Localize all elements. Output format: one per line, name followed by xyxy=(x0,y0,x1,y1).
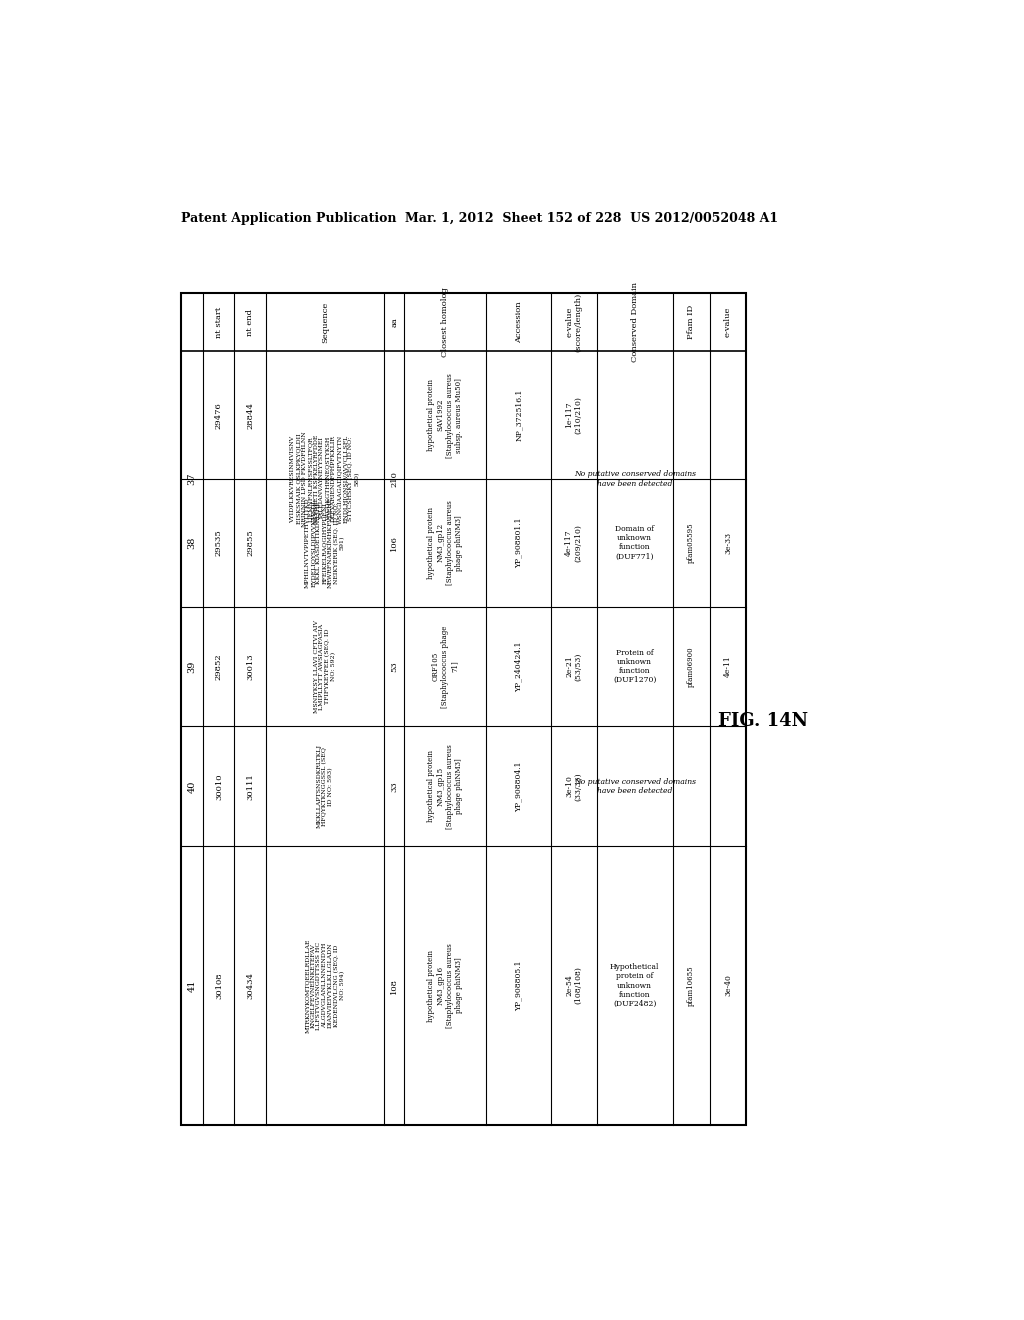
Text: MPHILNVTVPIPETHVLITKD
EYDELIQYSLDIPVVNMSDL
KKKL KIASDETIKDRLJHP
RFEIKELRAQGIHYPD: MPHILNVTVPIPETHVLITKD EYDELIQYSLDIPVVNMS… xyxy=(305,498,345,589)
Text: Pfam ID: Pfam ID xyxy=(687,305,695,339)
Text: 29476: 29476 xyxy=(215,401,223,429)
Text: nt start: nt start xyxy=(215,306,223,338)
Text: 41: 41 xyxy=(187,979,197,991)
Text: 30108: 30108 xyxy=(215,973,223,999)
Text: 33: 33 xyxy=(390,781,398,792)
Text: aa: aa xyxy=(390,317,398,327)
Text: YP_908805.1: YP_908805.1 xyxy=(515,960,522,1011)
Text: 4e-117
(209/210): 4e-117 (209/210) xyxy=(565,524,583,562)
Text: e-value: e-value xyxy=(724,308,732,338)
Text: No putative conserved domains
have been detected: No putative conserved domains have been … xyxy=(573,777,695,795)
Text: 3e-10
(33/33): 3e-10 (33/33) xyxy=(565,772,583,801)
Text: Closest homolog: Closest homolog xyxy=(441,288,450,358)
Text: 2e-54
(108/108): 2e-54 (108/108) xyxy=(565,966,583,1005)
Text: 53: 53 xyxy=(390,661,398,672)
Text: Accession: Accession xyxy=(515,301,522,343)
Text: 30434: 30434 xyxy=(246,972,254,999)
Text: nt end: nt end xyxy=(246,309,254,335)
Text: ORF105
[Staphylococcus phage
71]: ORF105 [Staphylococcus phage 71] xyxy=(432,626,459,708)
Text: Hypothetical
protein of
unknown
function
(DUF2482): Hypothetical protein of unknown function… xyxy=(610,964,659,1008)
Text: pfam06900: pfam06900 xyxy=(687,647,695,686)
Text: 40: 40 xyxy=(187,780,197,792)
Text: Conserved Domain: Conserved Domain xyxy=(631,282,639,362)
Text: VYIDPLKKVRESINMVISNV
EISKSMAIK QSLKPKYQLDII
NRINNIN LPSD FKVDFHLNN
LIEMNFNLRNSFS: VYIDPLKKVRESINMVISNV EISKSMAIK QSLKPKYQL… xyxy=(291,432,359,527)
Text: 38: 38 xyxy=(187,537,197,549)
Text: 30013: 30013 xyxy=(246,653,254,680)
Text: 210: 210 xyxy=(390,471,398,487)
Text: 30010: 30010 xyxy=(215,774,223,800)
Text: e-value
(score/length): e-value (score/length) xyxy=(565,293,583,352)
Text: MTRKNYKOMTQEELRDLLAE
KNGELFEVNEINKETEFAV
LLFSTVGVSNGDTTSSS HC
ALGDVGLANLLNNENDYH: MTRKNYKOMTQEELRDLLAE KNGELFEVNEINKETEFAV… xyxy=(305,939,345,1032)
Text: 29852: 29852 xyxy=(215,653,223,680)
Text: Protein of
unknown
function
(DUF1270): Protein of unknown function (DUF1270) xyxy=(613,648,656,684)
Text: 3e-33: 3e-33 xyxy=(724,532,732,554)
Text: Sequence: Sequence xyxy=(321,302,329,343)
Text: YP_240424.1: YP_240424.1 xyxy=(515,642,522,692)
Text: 4e-11: 4e-11 xyxy=(724,656,732,677)
Text: hypothetical protein
NM3_gp15
[Staphylococcus aureus
phage phiNM3]: hypothetical protein NM3_gp15 [Staphyloc… xyxy=(427,744,463,829)
Text: 29855: 29855 xyxy=(246,529,254,556)
Text: hypothetical protein
NM3_gp16
[Staphylococcus aureus
phage phiNM3]: hypothetical protein NM3_gp16 [Staphyloc… xyxy=(427,944,463,1028)
Text: hypothetical protein
NM3_gp12
[Staphylococcus aureus
phage phiNM3]: hypothetical protein NM3_gp12 [Staphyloc… xyxy=(427,500,463,585)
Text: No putative conserved domains
have been detected: No putative conserved domains have been … xyxy=(573,470,695,487)
Text: 3e-40: 3e-40 xyxy=(724,974,732,997)
Text: 37: 37 xyxy=(187,473,197,486)
Text: 28844: 28844 xyxy=(246,401,254,429)
Text: NP_372516.1: NP_372516.1 xyxy=(515,389,522,441)
Text: 1e-117
(210/210): 1e-117 (210/210) xyxy=(565,396,583,434)
Text: 39: 39 xyxy=(187,660,197,673)
Text: pfam05595: pfam05595 xyxy=(687,523,695,564)
Text: Domain of
unknown
function
(DUF771): Domain of unknown function (DUF771) xyxy=(615,525,654,561)
Text: Patent Application Publication: Patent Application Publication xyxy=(180,213,396,224)
Text: FIG. 14N: FIG. 14N xyxy=(719,711,809,730)
Text: YP_908804.1: YP_908804.1 xyxy=(515,762,522,812)
Text: 30111: 30111 xyxy=(246,774,254,800)
Text: pfam10655: pfam10655 xyxy=(687,965,695,1006)
Text: Mar. 1, 2012  Sheet 152 of 228  US 2012/0052048 A1: Mar. 1, 2012 Sheet 152 of 228 US 2012/00… xyxy=(406,213,778,224)
Text: 2e-21
(53/53): 2e-21 (53/53) xyxy=(565,652,583,681)
Text: MSNIYKSY LLAVI CFTVI AIV
LMIPLLYTT AWSIAGFASIA
TFIFYKEYFEE (SEQ. ID
NO: 592): MSNIYKSY LLAVI CFTVI AIV LMIPLLYTT AWSIA… xyxy=(313,620,336,713)
Text: 108: 108 xyxy=(390,978,398,994)
Text: 106: 106 xyxy=(390,535,398,550)
Text: YP_908801.1: YP_908801.1 xyxy=(515,517,522,568)
Text: 29535: 29535 xyxy=(215,529,223,556)
Bar xyxy=(180,293,746,1125)
Text: MKKLLAPTSNSDKRLTKLJ
HFQYKTKNGGSSL (SEQ
ID NO: 593): MKKLLAPTSNSDKRLTKLJ HFQYKTKNGGSSL (SEQ I… xyxy=(316,744,334,829)
Text: hypothetical protein
SAV1992
[Staphylococcus aureus
subsp. aureus Mu50]: hypothetical protein SAV1992 [Staphyloco… xyxy=(427,372,463,458)
